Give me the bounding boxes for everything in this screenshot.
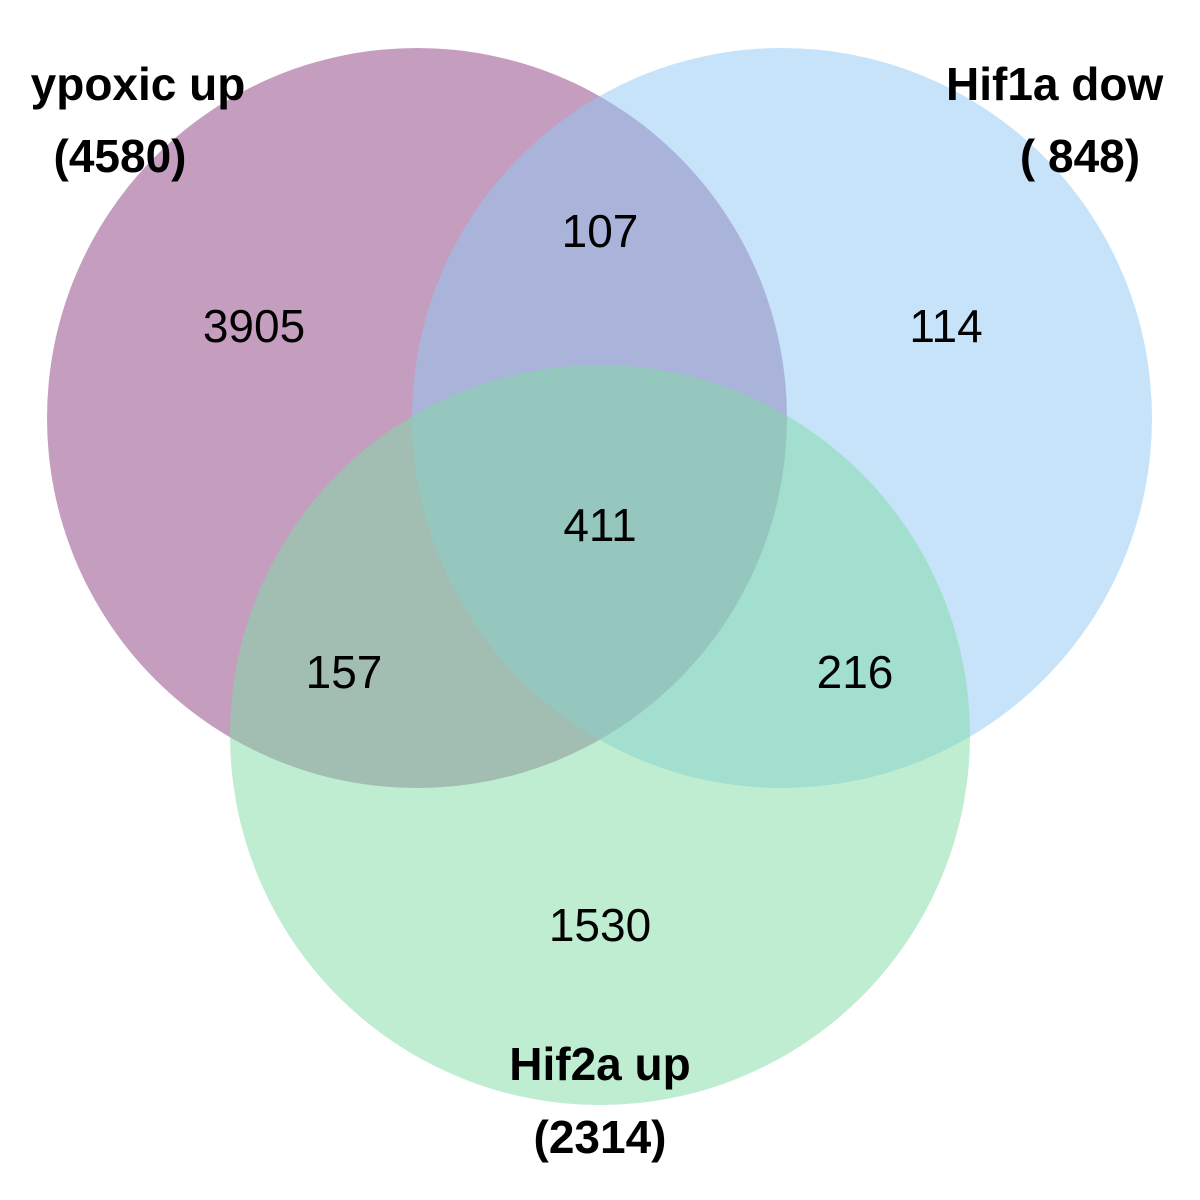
region-b-only-count: 114 xyxy=(909,300,982,352)
set-c-label: Hif2a up xyxy=(509,1038,690,1090)
region-c-only-count: 1530 xyxy=(549,899,651,951)
region-abc-count: 411 xyxy=(563,499,636,551)
set-a-total: (4580) xyxy=(54,130,187,182)
set-c-total: (2314) xyxy=(534,1111,667,1163)
region-counts: 3905 107 114 411 157 216 1530 xyxy=(203,205,983,951)
set-a-label: ypoxic up xyxy=(31,58,246,110)
set-b-label: Hif1a dow xyxy=(946,58,1163,110)
region-a-only-count: 3905 xyxy=(203,300,305,352)
region-bc-count: 216 xyxy=(817,646,894,698)
set-c-circle xyxy=(230,365,970,1105)
set-labels: ypoxic up (4580) Hif1a dow ( 848) Hif2a … xyxy=(31,58,1164,1163)
venn-circles xyxy=(47,48,1152,1105)
region-ab-count: 107 xyxy=(562,205,639,257)
region-ac-count: 157 xyxy=(306,646,383,698)
set-b-total: ( 848) xyxy=(1020,130,1140,182)
